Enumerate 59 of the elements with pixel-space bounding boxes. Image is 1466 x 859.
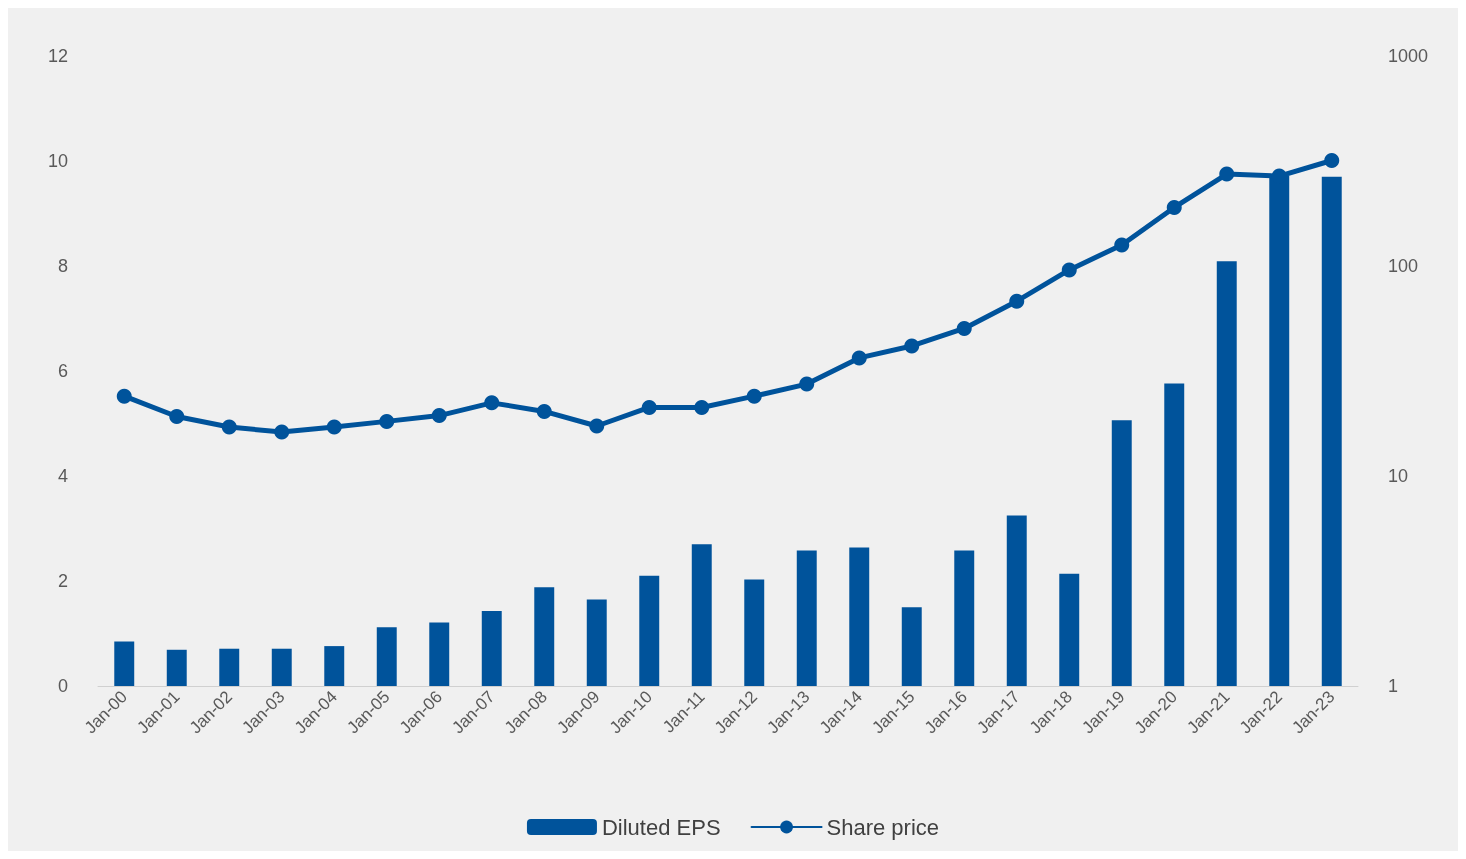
y-tick-label: 0 — [57, 676, 68, 696]
point — [956, 320, 972, 336]
bar — [324, 646, 345, 686]
bar — [901, 607, 922, 686]
bar — [271, 648, 292, 686]
point — [1114, 237, 1130, 253]
bar — [114, 641, 135, 686]
point — [221, 419, 237, 435]
point — [431, 408, 447, 424]
bar — [429, 622, 450, 686]
bar — [954, 550, 975, 686]
bar — [166, 649, 187, 686]
point — [641, 399, 657, 415]
bar — [849, 547, 870, 686]
y2-tick-label: 1 — [1388, 676, 1399, 696]
point — [799, 376, 815, 392]
y-tick-label: 6 — [57, 361, 68, 381]
bar — [796, 550, 817, 686]
point — [904, 338, 920, 354]
point — [1166, 199, 1182, 215]
y2-tick-label: 100 — [1388, 256, 1419, 276]
point — [851, 350, 867, 366]
y-tick-label: 2 — [57, 571, 68, 591]
bar — [376, 627, 397, 686]
point — [274, 424, 290, 440]
point — [1219, 166, 1235, 182]
y2-tick-label: 10 — [1388, 466, 1409, 486]
bar — [586, 599, 607, 686]
y-tick-label: 4 — [57, 466, 68, 486]
y-tick-label: 8 — [57, 256, 68, 276]
bar — [744, 579, 765, 686]
point — [1061, 262, 1077, 278]
y-tick-label: 10 — [47, 151, 68, 171]
y-tick-label: 12 — [47, 46, 68, 66]
bar — [1006, 515, 1027, 686]
point — [484, 395, 500, 411]
bar — [1059, 573, 1080, 686]
point — [1009, 293, 1025, 309]
bar — [481, 610, 502, 686]
bar — [1111, 420, 1132, 686]
point — [326, 419, 342, 435]
bar — [639, 575, 660, 686]
point — [694, 399, 710, 415]
y2-tick-label: 1000 — [1388, 46, 1429, 66]
point — [536, 403, 552, 419]
bar — [1164, 383, 1185, 686]
bar — [1216, 261, 1237, 686]
point — [169, 409, 185, 424]
point — [379, 413, 395, 429]
bar — [1321, 176, 1342, 686]
point — [589, 418, 605, 434]
point — [746, 388, 762, 404]
point — [1324, 152, 1340, 168]
bar — [534, 587, 555, 686]
bar — [691, 544, 712, 686]
bar — [219, 648, 240, 686]
point — [116, 388, 132, 404]
legend-label: Share price — [826, 814, 940, 840]
legend-label: Diluted EPS — [601, 814, 721, 840]
